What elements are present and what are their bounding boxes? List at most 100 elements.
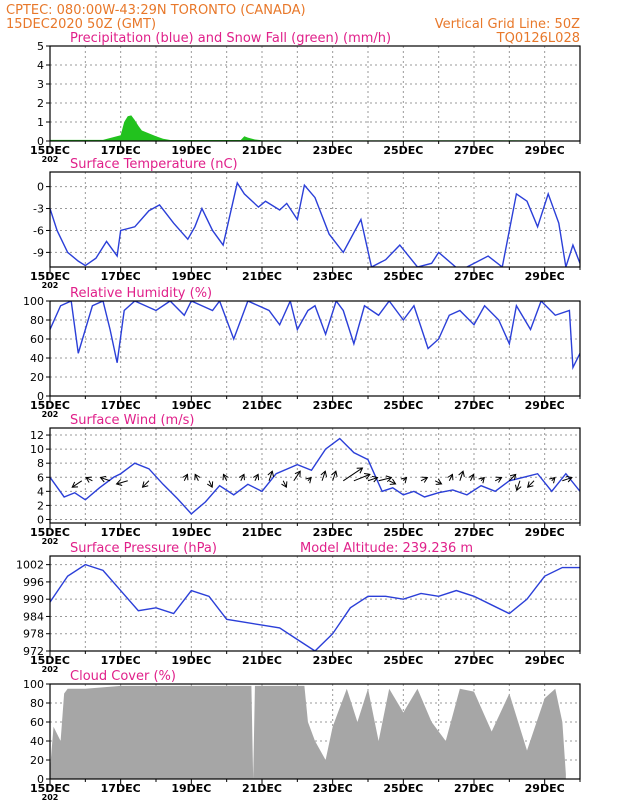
wind-arrow-head: [141, 481, 149, 488]
cloud-area: [50, 685, 566, 779]
wind-arrow-head: [458, 470, 465, 477]
x-tick-label: 21DEC: [242, 270, 282, 283]
panel-title: Surface Pressure (hPa): [70, 541, 217, 556]
wind-arrow: [240, 474, 245, 482]
panel-frame: [49, 427, 581, 524]
wind-arrow-head: [356, 467, 364, 474]
wind-arrow: [85, 477, 93, 482]
panel-precip: 0 1 2 3 4 5 15DEC 17DEC 19DEC 21DEC 23DEC 25DEC 27DE…: [30, 31, 581, 164]
panel-pressure: 972 978 984 990 996 1002 15DEC 17DEC 19DEC 21DEC 2…: [16, 541, 581, 674]
wind-arrow-head: [389, 478, 397, 485]
y-tick-label: 80: [30, 314, 44, 327]
x-tick-label: 21DEC: [242, 526, 282, 539]
y-tick-label: 0: [37, 773, 44, 786]
y-tick-label: 2: [37, 97, 44, 110]
wind-arrow: [282, 480, 287, 488]
wind-arrow: [71, 480, 83, 488]
wind-arrow: [562, 477, 573, 482]
wind-arrow-head: [252, 473, 260, 481]
y-tick-label: 100: [23, 295, 44, 308]
x-tick-label: 17DEC: [101, 654, 141, 667]
x-tick-label: 27DEC: [454, 399, 494, 412]
panel-rh: 0 20 40 60 80 100 15DEC 17DEC 19DEC 21DEC 23DEC 25D…: [23, 286, 581, 419]
wind-arrow-head: [514, 484, 522, 492]
wind-arrow: [434, 480, 442, 485]
y-tick-label: 0: [37, 181, 44, 194]
header-line2: 15DEC2020 50Z (GMT): [6, 17, 156, 32]
wind-arrow: [293, 470, 301, 482]
wind-arrow-head: [238, 473, 245, 481]
x-tick-label: 17DEC: [101, 144, 141, 157]
wind-arrow: [268, 471, 273, 481]
wind-arrow-head: [115, 479, 123, 486]
y-tick-label: 978: [23, 628, 44, 641]
wind-arrow-head: [447, 473, 454, 481]
panel-title: Surface Temperature (nC): [70, 157, 238, 172]
precip-area: [50, 115, 580, 141]
x-tick-label: 25DEC: [383, 144, 423, 157]
wind-arrow: [494, 477, 502, 482]
y-tick-label: 0: [37, 513, 44, 526]
y-tick-label: 1: [37, 116, 44, 129]
panel-frame: [49, 45, 581, 142]
x-tick-label: 19DEC: [171, 144, 211, 157]
y-tick-label: 80: [30, 697, 44, 710]
y-tick-label: 100: [23, 678, 44, 691]
x-tick-label: 19DEC: [171, 526, 211, 539]
header-line1: CPTEC: 080:00W-43:29N TORONTO (CANADA): [6, 3, 306, 18]
wind-arrow: [388, 480, 396, 485]
x-tick-label: 25DEC: [383, 526, 423, 539]
wind-arrow-head: [71, 481, 79, 488]
x-tick-label: 27DEC: [454, 526, 494, 539]
y-tick-label: 972: [23, 645, 44, 658]
x-tick-label: 15DEC: [30, 270, 70, 283]
wind-arrow: [367, 477, 378, 482]
x-tick-label: 21DEC: [242, 144, 282, 157]
wind-arrow-head: [281, 481, 288, 489]
x-tick-label: 15DEC: [30, 144, 70, 157]
y-tick-label: 4: [37, 485, 44, 498]
wind-arrow-head: [267, 470, 275, 477]
wind-arrow-head: [371, 475, 379, 483]
panel-frame: [49, 171, 581, 268]
x-tick-label: 19DEC: [171, 270, 211, 283]
wind-arrow-head: [495, 476, 503, 483]
x-year-cutoff: 202: [42, 793, 59, 800]
y-tick-label: 0: [37, 390, 44, 403]
wind-arrow: [116, 480, 128, 485]
y-tick-label: -3: [33, 203, 44, 216]
x-tick-label: 23DEC: [313, 654, 353, 667]
panel-annotation: Model Altitude: 239.236 m: [300, 541, 473, 556]
x-tick-label: 15DEC: [30, 399, 70, 412]
x-tick-label: 29DEC: [525, 782, 565, 795]
wind-arrow: [448, 474, 453, 482]
wind-arrow-head: [294, 470, 301, 478]
y-tick-label: 10: [30, 443, 44, 456]
x-tick-label: 29DEC: [525, 270, 565, 283]
wind-arrow: [378, 477, 392, 482]
wind-arrow: [470, 474, 475, 482]
wind-arrow: [332, 471, 337, 481]
run-code: TQ0126L028: [496, 31, 580, 46]
x-tick-label: 19DEC: [171, 399, 211, 412]
y-tick-label: 5: [37, 40, 44, 53]
x-tick-label: 23DEC: [313, 782, 353, 795]
x-tick-label: 27DEC: [454, 654, 494, 667]
wind-arrow: [223, 474, 228, 482]
x-tick-label: 21DEC: [242, 782, 282, 795]
wind-arrow: [342, 467, 363, 482]
wind-arrow-head: [305, 476, 312, 484]
wind-arrow-head: [320, 470, 328, 477]
wind-arrow-head: [566, 475, 573, 483]
wind-arrow-head: [468, 473, 475, 481]
panel-title: Precipitation (blue) and Snow Fall (gree…: [70, 31, 391, 46]
x-year-cutoff: 202: [42, 281, 59, 290]
x-year-cutoff: 202: [42, 155, 59, 164]
wind-arrow-head: [435, 478, 443, 485]
wind-arrow-head: [331, 470, 338, 477]
y-tick-label: 60: [30, 333, 44, 346]
y-tick-label: -6: [33, 224, 44, 237]
x-year-cutoff: 202: [42, 537, 59, 546]
